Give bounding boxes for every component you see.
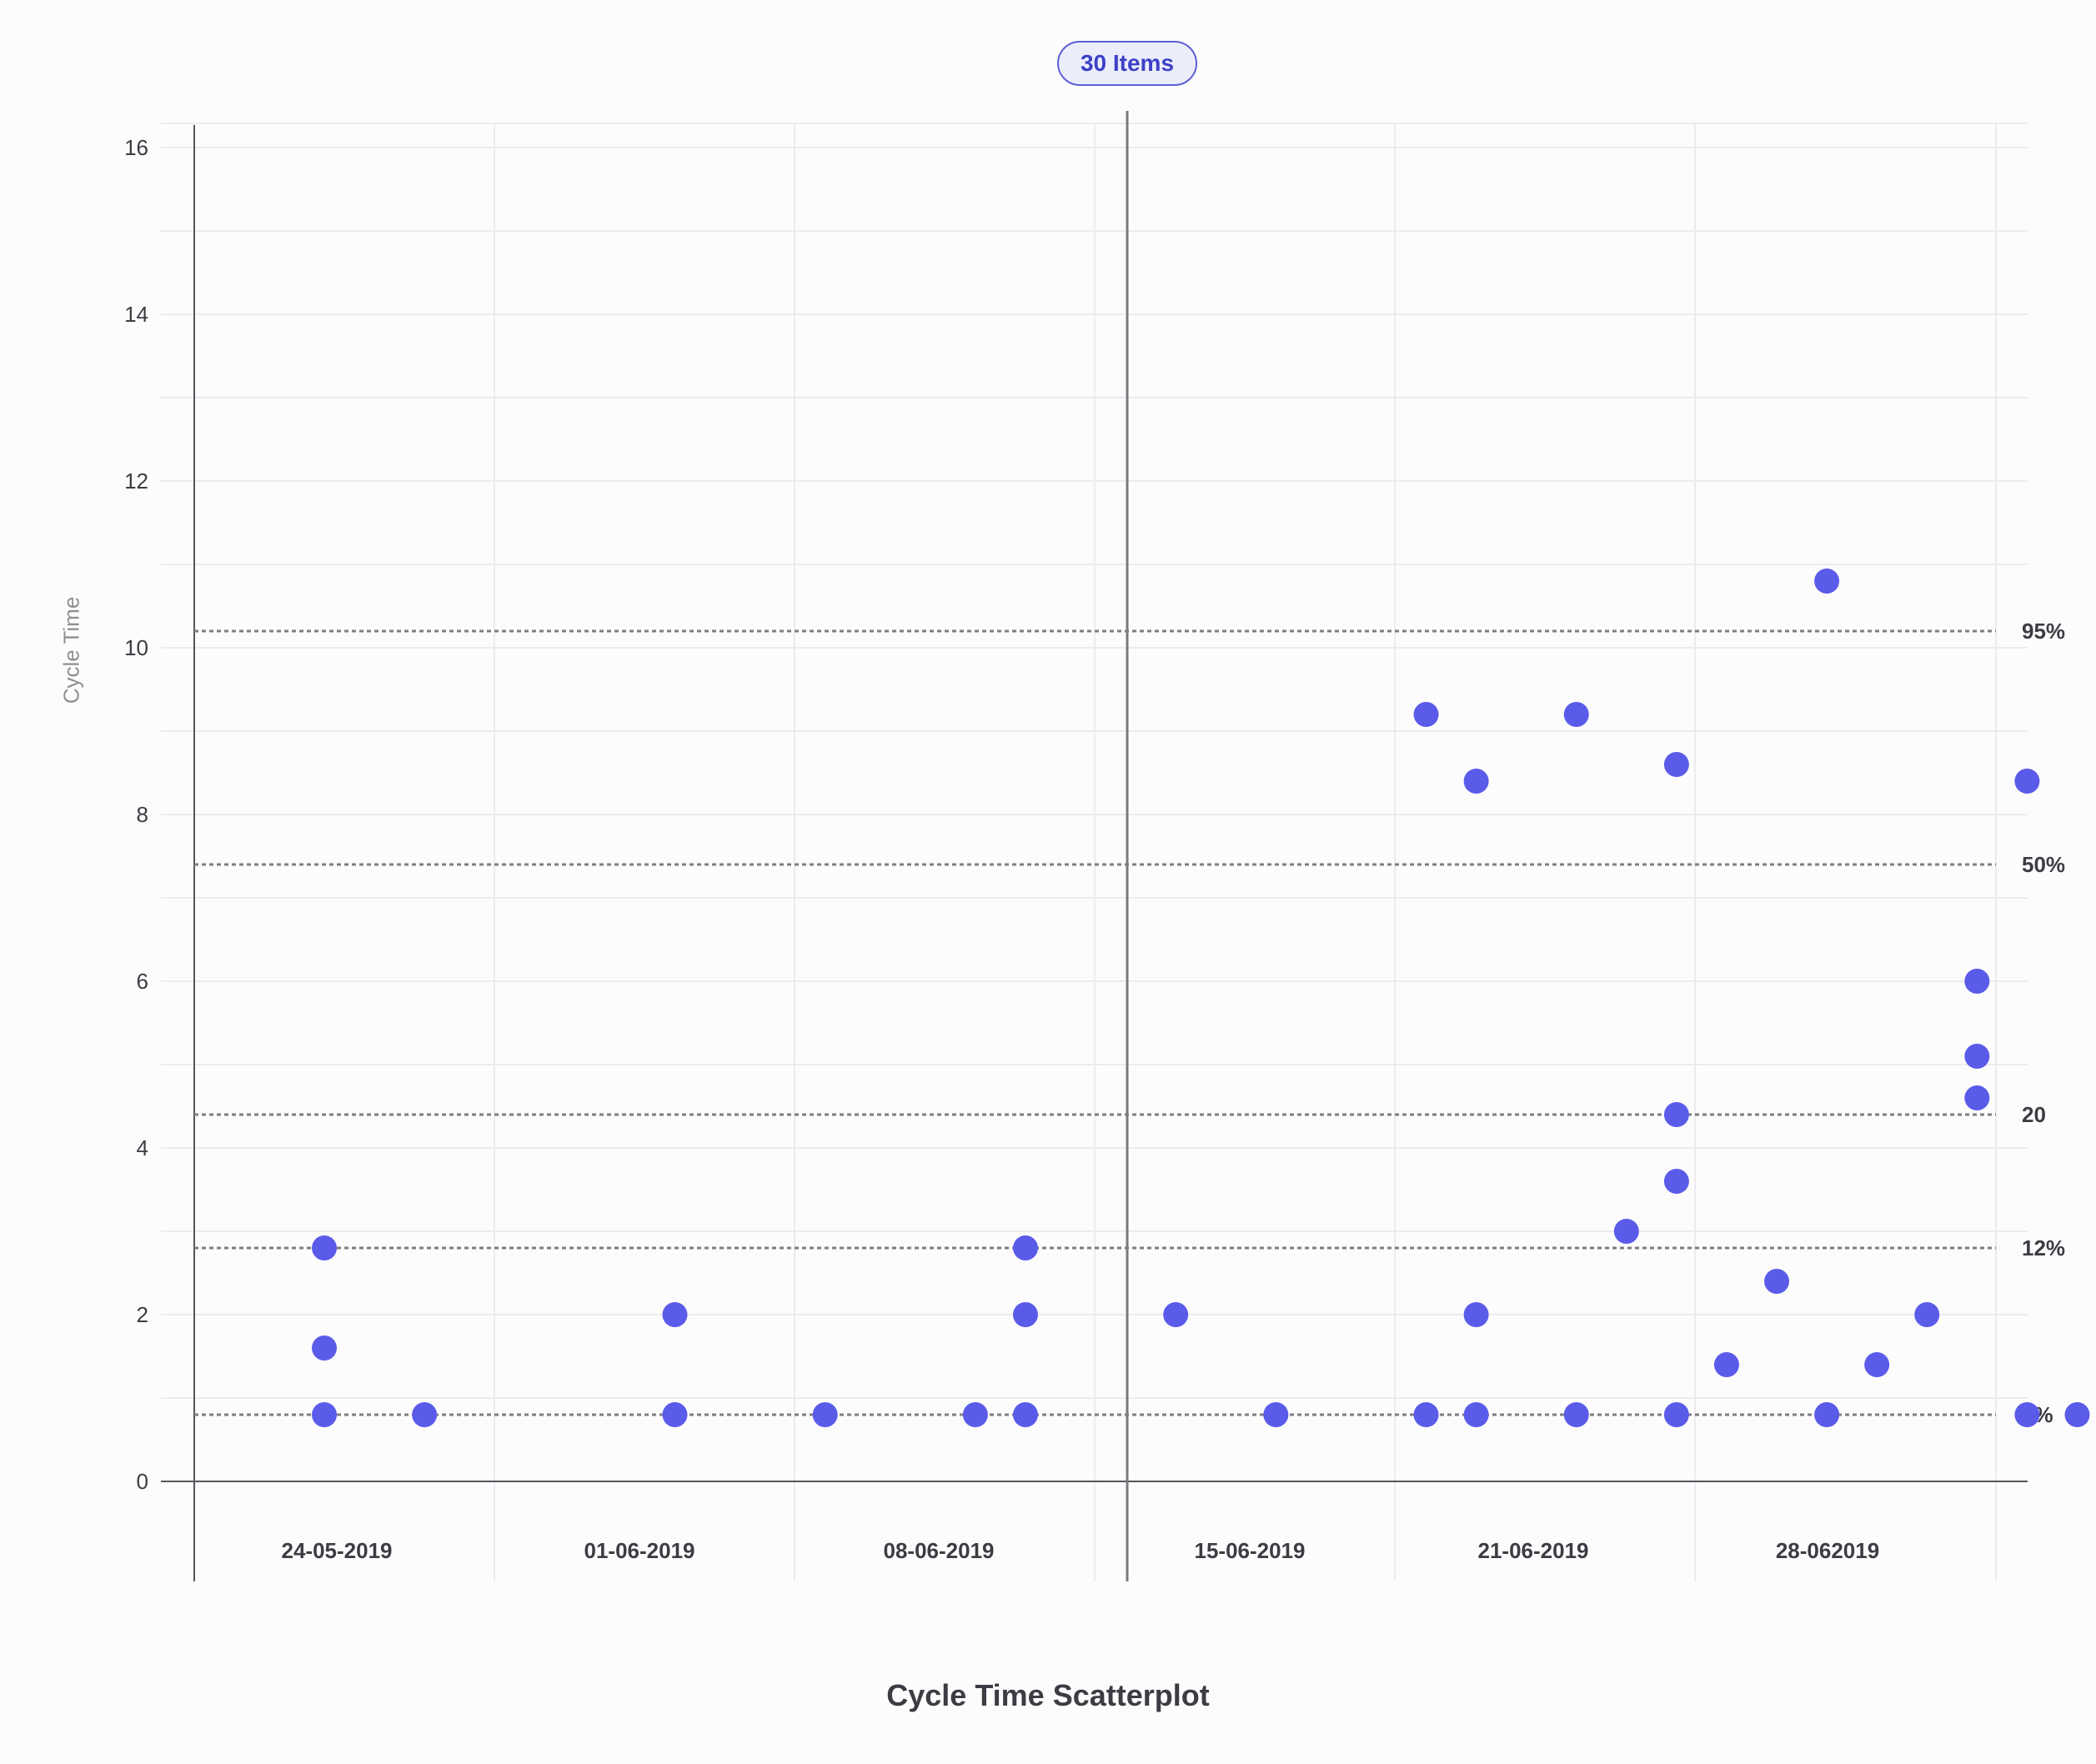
x-tick-label: 08-06-2019 xyxy=(884,1538,995,1563)
data-point xyxy=(1663,752,1689,777)
data-point xyxy=(1964,1044,1990,1069)
data-point xyxy=(1814,569,1840,594)
percentile-label: 20 xyxy=(2022,1102,2046,1127)
data-point xyxy=(1012,1235,1038,1260)
data-point xyxy=(1413,1402,1439,1427)
data-point xyxy=(1563,1402,1589,1427)
data-point xyxy=(662,1402,688,1427)
data-point xyxy=(2014,1402,2040,1427)
data-point xyxy=(1463,1402,1489,1427)
y-tick-label: 4 xyxy=(137,1135,148,1160)
data-point xyxy=(412,1402,438,1427)
y-tick-label: 12 xyxy=(124,469,148,494)
y-tick-label: 0 xyxy=(137,1469,148,1494)
y-tick-label: 8 xyxy=(137,802,148,827)
y-tick-label: 14 xyxy=(124,302,148,327)
y-tick-label: 2 xyxy=(137,1302,148,1327)
data-point xyxy=(1163,1302,1189,1327)
data-point xyxy=(312,1402,337,1427)
x-tick-label: 24-05-2019 xyxy=(282,1538,393,1563)
data-point xyxy=(1713,1352,1739,1377)
data-points xyxy=(312,569,2090,1427)
data-point xyxy=(1563,702,1589,727)
x-tick-label: 15-06-2019 xyxy=(1195,1538,1306,1563)
data-point xyxy=(1964,1085,1990,1110)
y-tick-label: 10 xyxy=(124,635,148,660)
data-point xyxy=(1463,769,1489,794)
x-tick-label: 28-062019 xyxy=(1776,1538,1879,1563)
data-point xyxy=(662,1302,688,1327)
item-count-badge[interactable]: 30 Items xyxy=(1057,41,1197,86)
data-point xyxy=(1864,1352,1890,1377)
chart-title: Cycle Time Scatterplot xyxy=(886,1678,1210,1712)
y-tick-label: 16 xyxy=(124,135,148,160)
data-point xyxy=(312,1336,337,1361)
data-point xyxy=(312,1235,337,1260)
data-point xyxy=(1413,702,1439,727)
data-point xyxy=(1463,1302,1489,1327)
data-point xyxy=(1914,1302,1940,1327)
data-point xyxy=(1613,1219,1639,1244)
data-point xyxy=(1663,1102,1689,1127)
percentile-label: 95% xyxy=(2022,619,2065,644)
data-point xyxy=(1663,1402,1689,1427)
data-point xyxy=(1964,969,1990,994)
axes xyxy=(161,111,2028,1581)
data-point xyxy=(812,1402,838,1427)
y-tick-label: 6 xyxy=(137,969,148,994)
data-point xyxy=(1012,1302,1038,1327)
data-point xyxy=(2064,1402,2090,1427)
data-point xyxy=(1764,1269,1790,1294)
data-point xyxy=(1663,1169,1689,1194)
x-tick-label: 01-06-2019 xyxy=(584,1538,695,1563)
data-point xyxy=(1263,1402,1289,1427)
x-tick-label: 21-06-2019 xyxy=(1478,1538,1589,1563)
percentile-label: 50% xyxy=(2022,852,2065,877)
y-axis-title: Cycle Time xyxy=(58,596,84,704)
data-point xyxy=(962,1402,988,1427)
data-point xyxy=(2014,769,2040,794)
grid-lines xyxy=(161,123,2028,1581)
data-point xyxy=(1814,1402,1840,1427)
percentile-label: 12% xyxy=(2022,1235,2065,1260)
tick-labels: 0 2 4 6 8 10 12 14 16 24-05-2019 01-06-2019 08-06-2… xyxy=(124,135,1879,1563)
data-point xyxy=(1012,1402,1038,1427)
